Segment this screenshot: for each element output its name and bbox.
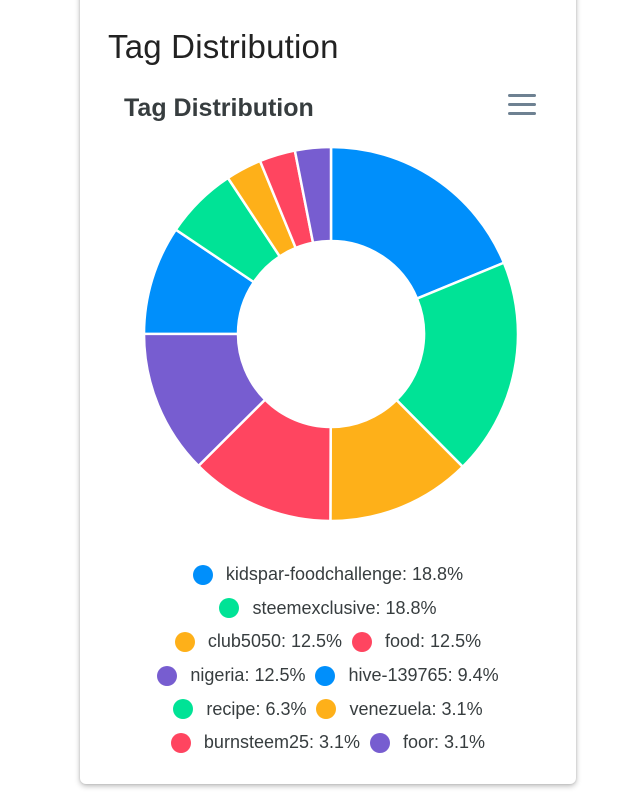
- legend-item-recipe[interactable]: recipe: 6.3%: [173, 699, 306, 720]
- legend-label: nigeria: 12.5%: [190, 665, 306, 686]
- legend-label: foor: 3.1%: [403, 732, 486, 753]
- legend-item-venezuela[interactable]: venezuela: 3.1%: [316, 698, 483, 720]
- legend-label: food: 12.5%: [385, 631, 482, 652]
- legend-item-steemexclusive[interactable]: steemexclusive: 18.8%: [219, 597, 437, 619]
- chart-card: Tag Distribution Tag Distribution kidspa…: [80, 0, 576, 784]
- donut-chart: [142, 145, 520, 523]
- legend-marker: [173, 699, 194, 720]
- legend-row: burnsteem25: 3.1% foor: 3.1%: [80, 726, 576, 760]
- donut-slice-steemexclusive[interactable]: [394, 261, 520, 469]
- hamburger-menu-icon[interactable]: [506, 94, 538, 120]
- legend-item-nigeria[interactable]: nigeria: 12.5%: [157, 665, 305, 686]
- legend-item-burnsteem25[interactable]: burnsteem25: 3.1%: [170, 732, 361, 753]
- legend-marker: [192, 564, 213, 585]
- legend-row: recipe: 6.3% venezuela: 3.1%: [80, 692, 576, 726]
- chart-title: Tag Distribution: [124, 94, 314, 122]
- card-title: Tag Distribution: [108, 28, 339, 65]
- legend-item-kidspar-foodchallenge[interactable]: kidspar-foodchallenge: 18.8%: [192, 564, 464, 585]
- legend-marker: [370, 732, 391, 753]
- legend-label: hive-139765: 9.4%: [348, 665, 499, 686]
- legend-marker: [174, 631, 195, 652]
- donut-slice-foor[interactable]: [293, 145, 333, 245]
- legend-label: recipe: 6.3%: [206, 698, 307, 719]
- legend-row: kidspar-foodchallenge: 18.8%: [80, 558, 576, 592]
- legend-marker: [315, 665, 336, 686]
- chart-legend: kidspar-foodchallenge: 18.8% steemexclus…: [80, 558, 576, 760]
- legend-label: steemexclusive: 18.8%: [252, 597, 437, 618]
- legend-item-foor[interactable]: foor: 3.1%: [370, 732, 485, 753]
- legend-marker: [157, 665, 178, 686]
- legend-item-club5050[interactable]: club5050: 12.5%: [174, 631, 343, 652]
- legend-label: kidspar-foodchallenge: 18.8%: [225, 564, 464, 585]
- legend-row: steemexclusive: 18.8%: [80, 592, 576, 626]
- legend-label: club5050: 12.5%: [207, 631, 343, 652]
- legend-item-hive-139765[interactable]: hive-139765: 9.4%: [315, 665, 499, 686]
- legend-item-food[interactable]: food: 12.5%: [352, 631, 481, 652]
- legend-label: burnsteem25: 3.1%: [203, 732, 361, 753]
- donut-slice-kidspar-foodchallenge[interactable]: [329, 145, 506, 301]
- legend-row: nigeria: 12.5% hive-139765: 9.4%: [80, 659, 576, 693]
- legend-label: venezuela: 3.1%: [349, 698, 483, 719]
- legend-marker: [316, 699, 337, 720]
- legend-marker: [352, 631, 373, 652]
- legend-row: club5050: 12.5% food: 12.5%: [80, 625, 576, 659]
- legend-marker: [170, 732, 191, 753]
- legend-marker: [219, 598, 240, 619]
